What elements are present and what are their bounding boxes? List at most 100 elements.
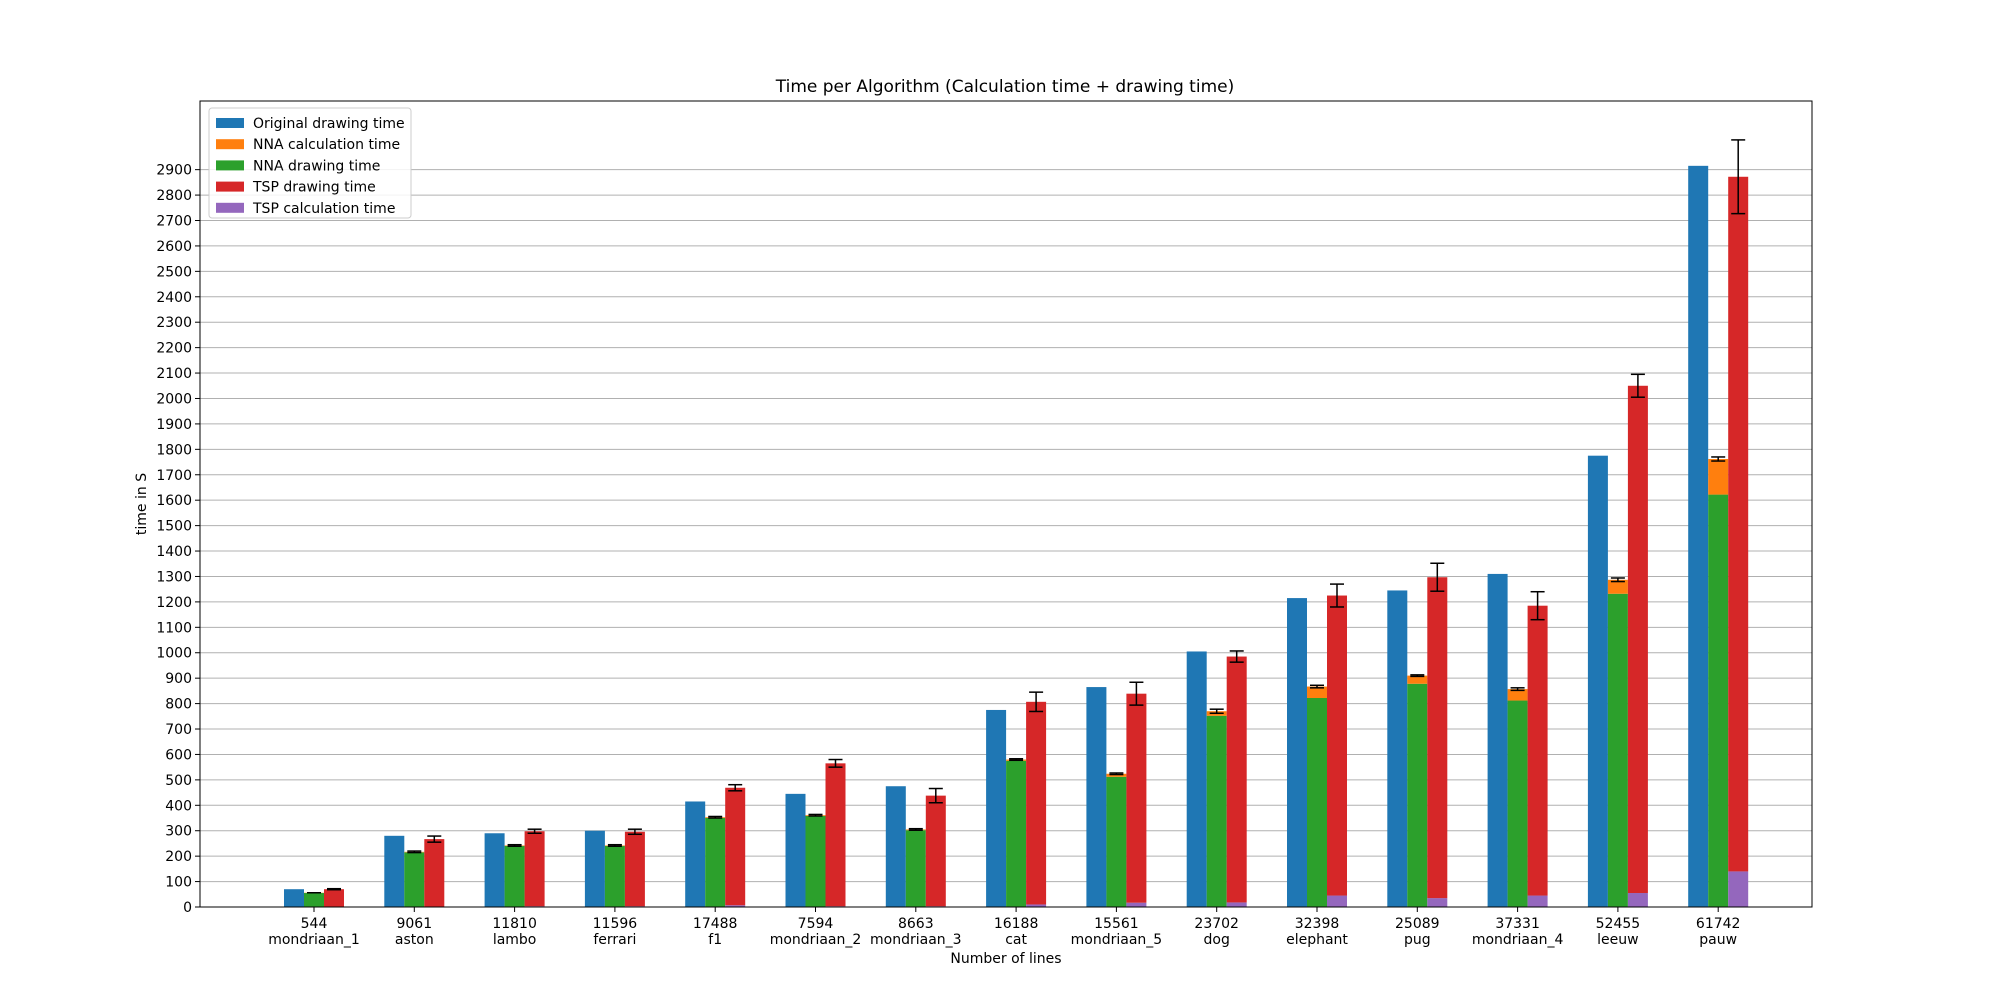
bar-nna-calculation-time xyxy=(1106,773,1127,777)
bar-nna-drawing-time xyxy=(1006,760,1027,907)
x-tick-label-lines: 16188 xyxy=(994,916,1039,932)
bar-original-drawing-time xyxy=(1688,165,1709,908)
x-tick-label-lines: 37331 xyxy=(1495,916,1540,932)
x-tick-label-lines: 544 xyxy=(301,916,328,932)
y-tick-label: 1900 xyxy=(156,417,192,433)
y-tick-label: 700 xyxy=(165,722,192,738)
x-tick-label-lines: 61742 xyxy=(1696,916,1741,932)
x-tick-label-lines: 32398 xyxy=(1295,916,1340,932)
error-bars xyxy=(307,139,1746,894)
y-tick-label: 1100 xyxy=(156,620,192,636)
bar-tsp-drawing-time xyxy=(1026,701,1047,905)
y-tick-label: 1500 xyxy=(156,519,192,535)
x-tick-label-lines: 23702 xyxy=(1194,916,1239,932)
bar-tsp-drawing-time xyxy=(1728,176,1749,872)
bar-original-drawing-time xyxy=(1487,573,1508,907)
legend-swatch xyxy=(216,118,244,128)
x-tick-label-name: cat xyxy=(1005,932,1027,948)
x-tick-label-lines: 52455 xyxy=(1596,916,1641,932)
bar-original-drawing-time xyxy=(1186,651,1207,907)
bar-nna-drawing-time xyxy=(504,845,525,907)
y-tick-label: 800 xyxy=(165,697,192,713)
x-tick-label-name: mondriaan_5 xyxy=(1071,932,1163,948)
x-tick-label-lines: 7594 xyxy=(798,916,834,932)
bar-tsp-drawing-time xyxy=(1327,595,1347,896)
y-tick-label: 2000 xyxy=(156,391,192,407)
bar-original-drawing-time xyxy=(384,835,405,907)
legend-label: TSP calculation time xyxy=(252,201,395,217)
bar-tsp-drawing-time xyxy=(524,831,545,907)
bar-nna-drawing-time xyxy=(1407,683,1428,907)
bar-original-drawing-time xyxy=(885,786,906,907)
bar-tsp-drawing-time xyxy=(424,839,445,907)
x-tick-label-lines: 8663 xyxy=(898,916,934,932)
bar-nna-drawing-time xyxy=(1607,593,1628,907)
bar-tsp-calculation-time xyxy=(1226,902,1247,907)
y-axis-label: time in S xyxy=(134,473,150,535)
x-tick-label-name: dog xyxy=(1204,932,1230,948)
bar-tsp-calculation-time xyxy=(1527,895,1548,907)
legend-label: TSP drawing time xyxy=(252,180,376,196)
bar-tsp-drawing-time xyxy=(1527,605,1548,896)
bar-tsp-drawing-time xyxy=(1627,385,1648,894)
y-tick-label: 2800 xyxy=(156,188,192,204)
y-tick-label: 1200 xyxy=(156,595,192,611)
bar-tsp-drawing-time xyxy=(624,831,645,907)
legend-label: NNA drawing time xyxy=(253,158,380,174)
legend-swatch xyxy=(216,202,244,213)
x-tick-label-name: mondriaan_1 xyxy=(268,932,360,948)
bar-nna-drawing-time xyxy=(1708,494,1729,907)
bar-tsp-calculation-time xyxy=(1728,871,1749,907)
chart-title: Time per Algorithm (Calculation time + d… xyxy=(775,77,1234,97)
bar-tsp-drawing-time xyxy=(1427,577,1448,899)
bar-original-drawing-time xyxy=(785,793,806,907)
bar-nna-drawing-time xyxy=(905,830,926,907)
bar-nna-calculation-time xyxy=(1307,686,1327,698)
bar-original-drawing-time xyxy=(1587,455,1608,907)
x-tick-label-name: pug xyxy=(1404,932,1431,948)
x-tick-label-name: ferrari xyxy=(593,932,636,948)
legend-swatch xyxy=(216,160,244,171)
y-tick-label: 1800 xyxy=(156,442,192,458)
y-tick-label: 400 xyxy=(165,798,192,814)
bar-tsp-calculation-time xyxy=(1126,902,1147,907)
legend-label: Original drawing time xyxy=(253,116,405,132)
y-tick-label: 1700 xyxy=(156,468,192,484)
x-tick-label-lines: 11810 xyxy=(492,916,537,932)
x-tick-label-name: lambo xyxy=(493,932,537,948)
bars xyxy=(284,165,1749,908)
y-tick-label: 900 xyxy=(165,671,192,687)
bar-original-drawing-time xyxy=(1287,598,1307,907)
x-tick-label-lines: 17488 xyxy=(693,916,738,932)
legend-swatch xyxy=(216,181,244,192)
bar-nna-calculation-time xyxy=(1708,458,1729,495)
bar-original-drawing-time xyxy=(986,709,1007,907)
x-tick-label-lines: 11596 xyxy=(593,916,638,932)
bar-tsp-calculation-time xyxy=(1327,895,1347,907)
x-tick-label-name: f1 xyxy=(708,932,722,948)
bar-nna-drawing-time xyxy=(805,815,826,907)
bar-nna-calculation-time xyxy=(1407,675,1428,684)
bar-nna-drawing-time xyxy=(1206,715,1227,907)
bar-tsp-drawing-time xyxy=(324,889,344,907)
bar-tsp-drawing-time xyxy=(725,787,746,906)
x-tick-label-name: mondriaan_2 xyxy=(770,932,862,948)
bar-nna-drawing-time xyxy=(705,818,726,907)
y-tick-label: 1600 xyxy=(156,493,192,509)
y-tick-label: 2400 xyxy=(156,290,192,306)
bar-original-drawing-time xyxy=(284,889,304,907)
plot-frame xyxy=(199,100,1813,908)
bar-nna-drawing-time xyxy=(304,893,324,907)
x-tick-label-name: leeuw xyxy=(1597,932,1638,948)
bar-tsp-drawing-time xyxy=(825,763,846,907)
y-tick-label: 2100 xyxy=(156,366,192,382)
bar-tsp-calculation-time xyxy=(725,905,746,907)
bar-nna-drawing-time xyxy=(1507,700,1528,907)
y-tick-label: 1300 xyxy=(156,569,192,585)
grid-lines xyxy=(200,169,1812,908)
bar-tsp-drawing-time xyxy=(1226,656,1247,903)
bar-original-drawing-time xyxy=(685,801,706,907)
